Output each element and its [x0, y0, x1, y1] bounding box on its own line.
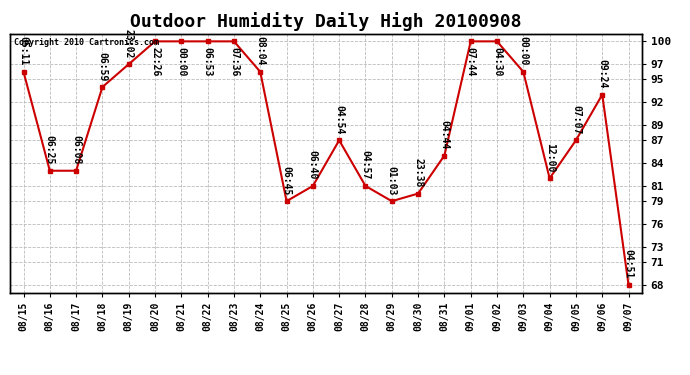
- Text: Copyright 2010 Cartronics.com: Copyright 2010 Cartronics.com: [14, 38, 159, 46]
- Text: 04:44: 04:44: [440, 120, 449, 149]
- Text: 06:45: 06:45: [282, 166, 292, 195]
- Text: 06:59: 06:59: [97, 51, 108, 81]
- Text: 05:11: 05:11: [19, 36, 28, 66]
- Text: 01:03: 01:03: [387, 166, 397, 195]
- Text: 00:00: 00:00: [518, 36, 529, 66]
- Text: 07:36: 07:36: [229, 48, 239, 77]
- Text: 04:30: 04:30: [492, 48, 502, 77]
- Text: 08:04: 08:04: [255, 36, 265, 66]
- Text: 00:00: 00:00: [177, 48, 186, 77]
- Text: 07:07: 07:07: [571, 105, 581, 134]
- Title: Outdoor Humidity Daily High 20100908: Outdoor Humidity Daily High 20100908: [130, 12, 522, 31]
- Text: 12:00: 12:00: [544, 143, 555, 172]
- Text: 06:40: 06:40: [308, 150, 318, 180]
- Text: 07:44: 07:44: [466, 48, 475, 77]
- Text: 06:25: 06:25: [45, 135, 55, 165]
- Text: 04:54: 04:54: [334, 105, 344, 134]
- Text: 06:08: 06:08: [71, 135, 81, 165]
- Text: 04:51: 04:51: [624, 249, 633, 279]
- Text: 22:26: 22:26: [150, 48, 160, 77]
- Text: 04:57: 04:57: [360, 150, 371, 180]
- Text: 06:53: 06:53: [203, 48, 213, 77]
- Text: 09:24: 09:24: [598, 59, 607, 88]
- Text: 23:02: 23:02: [124, 29, 134, 58]
- Text: 23:38: 23:38: [413, 158, 423, 188]
